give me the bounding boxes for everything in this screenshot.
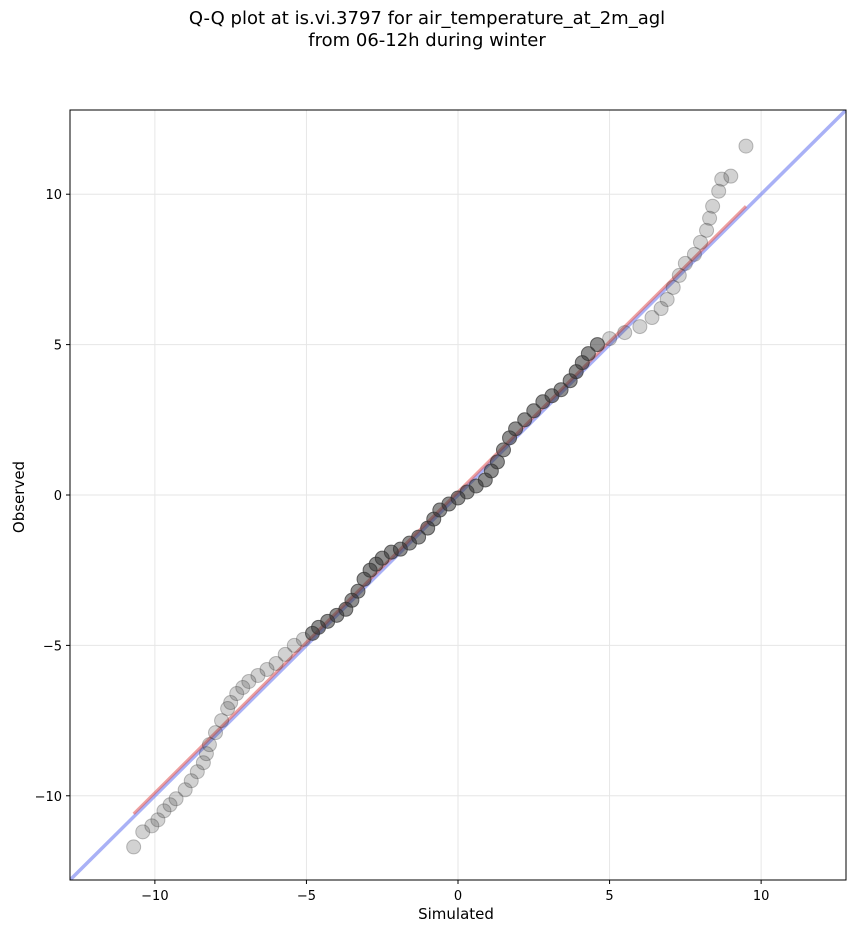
data-point: [671, 267, 687, 283]
data-point: [150, 812, 166, 828]
y-tick-label: 5: [54, 339, 62, 354]
data-point: [183, 773, 199, 789]
data-point: [241, 673, 257, 689]
data-point: [350, 583, 366, 599]
data-point: [602, 331, 618, 347]
tick-layer: −10 −5 0 5 10 −10 −5 0 5 10: [35, 188, 770, 904]
data-point: [156, 803, 172, 819]
data-point: [195, 755, 211, 771]
data-point: [144, 818, 160, 834]
data-point: [177, 782, 193, 798]
y-tick-label: 10: [45, 188, 62, 203]
data-point: [235, 680, 251, 695]
data-point: [677, 255, 693, 271]
chart-title: Q-Q plot at is.vi.3797 for air_temperatu…: [188, 8, 666, 29]
data-point: [277, 646, 293, 662]
data-point: [214, 713, 230, 729]
x-tick-label: −10: [141, 889, 168, 904]
data-point: [162, 797, 178, 813]
data-point: [526, 403, 542, 419]
data-point: [659, 291, 675, 307]
data-point: [411, 529, 427, 545]
data-point: [723, 168, 739, 184]
data-point: [617, 325, 633, 341]
data-point: [702, 210, 718, 226]
y-tick-label: 0: [54, 489, 62, 504]
data-point: [168, 791, 184, 807]
data-point: [135, 824, 151, 840]
data-point: [223, 695, 239, 711]
chart-title-block: Q-Q plot at is.vi.3797 for air_temperatu…: [0, 8, 854, 52]
x-axis-label: Simulated: [418, 905, 494, 923]
grid-layer: [70, 110, 846, 880]
data-point: [208, 725, 223, 741]
x-tick-label: 0: [454, 889, 462, 904]
x-tick-label: 5: [605, 889, 613, 904]
x-tick-label: −5: [297, 889, 316, 904]
data-point: [644, 310, 660, 326]
data-point: [686, 246, 702, 262]
data-point: [250, 667, 266, 683]
data-point: [699, 222, 715, 238]
data-point: [714, 171, 730, 187]
data-point: [489, 454, 505, 470]
data-point: [220, 701, 236, 717]
data-point: [286, 637, 302, 653]
data-point: [653, 301, 669, 317]
data-point: [711, 183, 727, 199]
data-point: [201, 737, 217, 753]
data-point: [705, 198, 721, 214]
data-point: [553, 382, 569, 398]
chart-subtitle: from 06-12h during winter: [308, 30, 546, 51]
data-point: [693, 234, 708, 250]
data-point: [508, 421, 524, 437]
x-tick-label: 10: [753, 889, 770, 904]
data-point: [268, 655, 284, 671]
y-tick-label: −5: [43, 639, 62, 654]
data-point: [589, 337, 605, 353]
data-point: [665, 279, 681, 295]
data-point: [259, 661, 275, 677]
data-point: [126, 839, 142, 855]
data-point: [738, 138, 754, 154]
y-tick-label: −10: [35, 790, 62, 805]
data-point: [632, 319, 648, 335]
data-point: [495, 442, 511, 458]
data-point: [198, 746, 214, 762]
point-layer: [126, 138, 754, 855]
y-axis-label: Observed: [10, 460, 28, 534]
data-point: [189, 764, 205, 780]
data-point: [517, 412, 533, 428]
data-point: [580, 346, 596, 362]
data-point: [229, 686, 245, 702]
